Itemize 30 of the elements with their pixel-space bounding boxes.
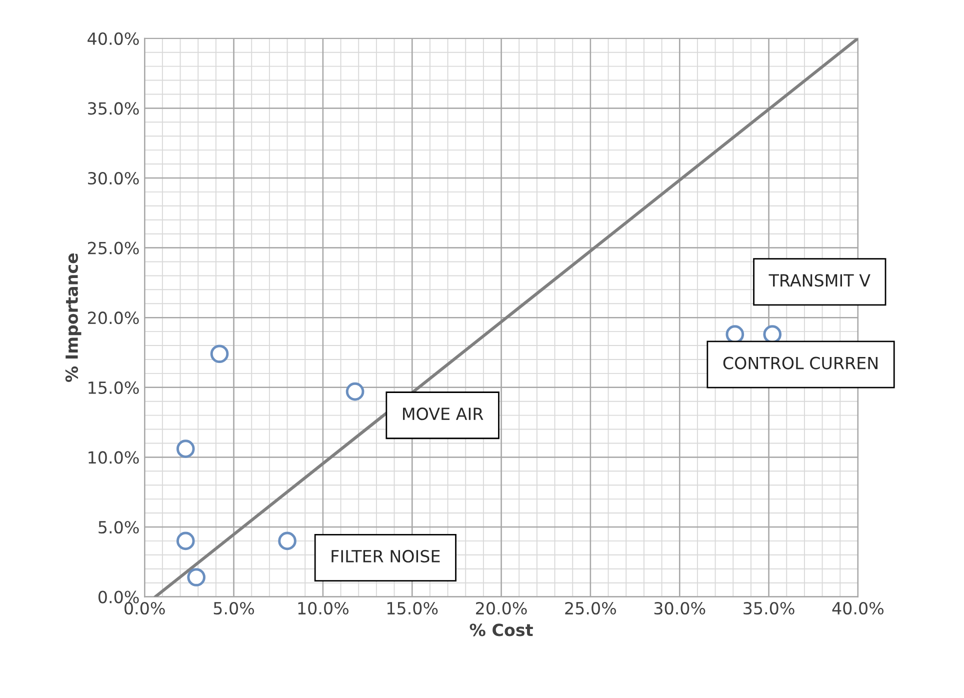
x-tick-label: 0.0% — [124, 602, 165, 615]
x-tick-label: 10.0% — [298, 602, 348, 615]
x-tick-label: 30.0% — [654, 602, 706, 615]
point — [176, 532, 195, 550]
y-tick-label: 5.0% — [98, 520, 139, 534]
y-tick-label: 0.0% — [98, 590, 139, 604]
y-tick-label: 35.0% — [88, 102, 139, 115]
x-tick-label: 35.0% — [744, 602, 794, 615]
annotation: TRANSMIT V — [768, 274, 870, 287]
annotation: MOVE AIR — [403, 408, 484, 420]
point — [278, 532, 296, 550]
x-tick-label: 40.0% — [832, 602, 884, 615]
x-tick-label: 15.0% — [387, 602, 438, 615]
y-tick-label: 10.0% — [88, 451, 139, 464]
y-tick-label: 20.0% — [88, 312, 139, 324]
y-axis-title: % Importance — [65, 253, 82, 382]
y-tick-label: 25.0% — [88, 242, 139, 254]
point — [346, 382, 364, 401]
x-tick-label: 25.0% — [565, 602, 616, 615]
x-tick-label: 20.0% — [476, 602, 527, 615]
point — [187, 568, 206, 586]
x-axis-title: % Cost — [470, 624, 533, 636]
y-tick-label: 15.0% — [88, 381, 139, 394]
annotation: CONTROL CURREN — [723, 356, 878, 370]
y-tick-label: 40.0% — [88, 32, 139, 45]
annotation: FILTER NOISE — [332, 550, 440, 563]
x-tick-label: 5.0% — [214, 602, 254, 615]
y-tick-label: 30.0% — [88, 172, 139, 185]
point — [210, 344, 229, 364]
point — [176, 440, 195, 458]
